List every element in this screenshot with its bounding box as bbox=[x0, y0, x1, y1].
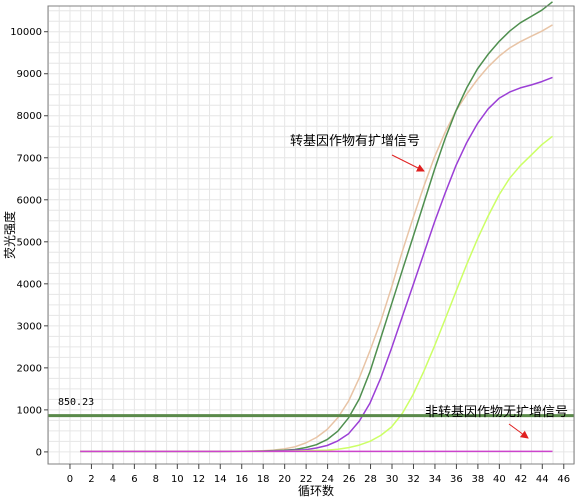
plot-frame bbox=[47, 5, 575, 465]
x-tick-label: 30 bbox=[386, 474, 399, 485]
x-tick-label: 22 bbox=[300, 474, 313, 485]
x-tick-label: 20 bbox=[278, 474, 291, 485]
y-tick-label: 2000 bbox=[17, 363, 42, 374]
x-tick-label: 38 bbox=[472, 474, 485, 485]
y-tick-label: 8000 bbox=[17, 111, 42, 122]
y-axis-title: 荧光强度 bbox=[2, 211, 17, 259]
y-tick-label: 4000 bbox=[17, 279, 42, 290]
series-layer bbox=[80, 1, 553, 453]
x-gridlines bbox=[48, 6, 575, 464]
x-tick-label: 6 bbox=[131, 474, 137, 485]
y-tick-label: 3000 bbox=[17, 321, 42, 332]
x-tick-label: 28 bbox=[364, 474, 377, 485]
x-tick-label: 2 bbox=[88, 474, 94, 485]
x-tick-label: 46 bbox=[557, 474, 570, 485]
y-tick-label: 6000 bbox=[17, 195, 42, 206]
y-tick-label: 5000 bbox=[17, 237, 42, 248]
y-tick-label: 0 bbox=[36, 447, 42, 458]
x-axis-ticks: 0 2 4 6 8 10 12 14 16 18 20 22 24 26 28 30 32 34 36 38 40 42 4… bbox=[67, 464, 570, 485]
x-tick-label: 26 bbox=[343, 474, 356, 485]
x-tick-label: 42 bbox=[514, 474, 527, 485]
x-tick-label: 18 bbox=[257, 474, 270, 485]
x-tick-label: 8 bbox=[153, 474, 159, 485]
x-tick-label: 40 bbox=[493, 474, 506, 485]
x-tick-label: 24 bbox=[321, 474, 334, 485]
annotation-negative: 非转基因作物无扩增信号 bbox=[425, 405, 568, 420]
x-tick-label: 34 bbox=[429, 474, 442, 485]
y-axis-ticks: 0 1000 2000 3000 4000 5000 6000 7000 8000 9000 100… bbox=[10, 27, 48, 458]
y-tick-label: 7000 bbox=[17, 153, 42, 164]
annotation-negative-arrow bbox=[508, 423, 529, 439]
x-tick-label: 4 bbox=[110, 474, 116, 485]
x-tick-label: 36 bbox=[450, 474, 463, 485]
x-axis-title: 循环数 bbox=[298, 483, 334, 498]
x-tick-label: 0 bbox=[67, 474, 73, 485]
y-tick-label: 9000 bbox=[17, 69, 42, 80]
x-tick-label: 44 bbox=[536, 474, 549, 485]
y-tick-label: 10000 bbox=[10, 27, 42, 38]
x-tick-label: 16 bbox=[235, 474, 248, 485]
annotation-positive: 转基因作物有扩增信号 bbox=[290, 134, 420, 149]
x-tick-label: 12 bbox=[192, 474, 205, 485]
x-tick-label: 10 bbox=[171, 474, 184, 485]
plot-area bbox=[48, 6, 574, 464]
annotation-positive-arrow bbox=[391, 154, 425, 172]
y-tick-label: 1000 bbox=[17, 405, 42, 416]
x-tick-label: 32 bbox=[407, 474, 420, 485]
x-tick-label: 14 bbox=[214, 474, 227, 485]
threshold-label: 850.23 bbox=[58, 397, 94, 408]
